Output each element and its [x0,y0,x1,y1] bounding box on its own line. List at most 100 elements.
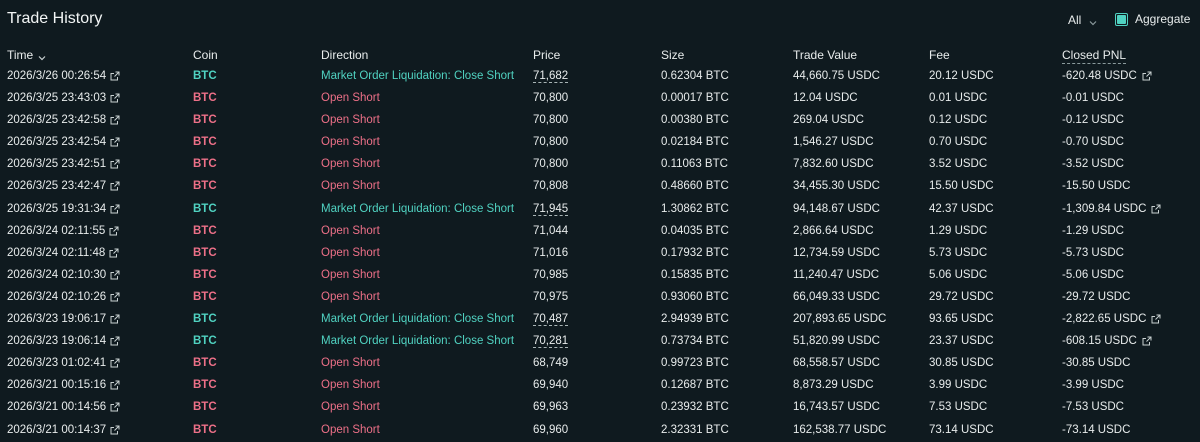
panel-header: Trade History All Aggregate [0,0,1200,40]
trade-time-cell: 2026/3/21 00:14:56 [7,401,120,413]
trade-value: 1,546.27 USDC [793,136,874,149]
trade-direction: Open Short [321,158,380,171]
trade-time-cell: 2026/3/21 00:14:37 [7,424,120,436]
trade-price: 69,940 [533,379,569,392]
trade-time-cell: 2026/3/25 23:42:54 [7,136,120,148]
coin-symbol[interactable]: BTC [193,224,217,237]
external-link-icon[interactable] [110,137,120,147]
coin-symbol[interactable]: BTC [193,92,217,105]
column-header-fee: Fee [929,48,950,62]
trade-time: 2026/3/23 01:02:41 [7,357,107,370]
trade-fee: 0.12 USDC [929,114,988,127]
trade-time-cell: 2026/3/23 19:06:17 [7,313,120,325]
closed-pnl-cell: -15.50 USDC [1062,180,1130,192]
column-header-time-label: Time [7,48,34,62]
coin-symbol[interactable]: BTC [193,401,217,414]
trade-value: 12.04 USDC [793,92,858,105]
external-link-icon[interactable] [110,71,120,81]
external-link-icon[interactable] [1142,336,1152,346]
trade-direction: Open Short [321,357,380,370]
coin-symbol[interactable]: BTC [193,202,217,215]
column-header-time[interactable]: Time [7,48,46,62]
trade-direction: Market Order Liquidation: Close Short [321,70,515,82]
external-link-icon[interactable] [109,226,119,236]
coin-symbol[interactable]: BTC [193,313,217,326]
coin-symbol[interactable]: BTC [193,114,217,127]
closed-pnl: -5.73 USDC [1062,246,1124,259]
trade-fee: 73.14 USDC [929,423,994,436]
trade-price[interactable]: 71,682 [533,70,569,83]
chevron-down-icon [1089,16,1097,26]
external-link-icon[interactable] [110,380,120,390]
trade-time: 2026/3/21 00:14:37 [7,423,107,436]
trade-direction: Open Short [321,180,380,193]
trade-fee: 7.53 USDC [929,401,988,414]
trade-price[interactable]: 70,281 [533,335,569,349]
closed-pnl-cell: -7.53 USDC [1062,401,1124,413]
external-link-icon[interactable] [1142,71,1152,81]
coin-symbol[interactable]: BTC [193,357,217,370]
trade-price[interactable]: 70,487 [533,313,569,327]
trade-price: 68,749 [533,357,569,370]
external-link-icon[interactable] [110,181,120,191]
coin-symbol[interactable]: BTC [193,136,217,149]
external-link-icon[interactable] [110,270,120,280]
trade-direction: Open Short [321,136,380,149]
external-link-icon[interactable] [1151,314,1161,324]
trade-price: 70,800 [533,158,569,171]
trade-time-cell: 2026/3/25 23:42:58 [7,114,120,126]
external-link-icon[interactable] [110,204,120,214]
external-link-icon[interactable] [110,336,120,346]
table-row: 2026/3/23 01:02:41 BTC Open Short 68,749 0.9… [0,353,1200,375]
coin-symbol[interactable]: BTC [193,246,217,259]
trade-time-cell: 2026/3/25 23:43:03 [7,92,120,104]
external-link-icon[interactable] [110,115,120,125]
table-row: 2026/3/25 23:42:47 BTC Open Short 70,808 0.4… [0,176,1200,198]
closed-pnl: -1.29 USDC [1062,224,1124,237]
trade-fee: 1.29 USDC [929,224,988,237]
trade-price[interactable]: 71,945 [533,202,569,216]
trade-time-cell: 2026/3/25 23:42:47 [7,180,120,192]
trade-fee: 0.70 USDC [929,136,988,149]
trade-time-cell: 2026/3/23 19:06:14 [7,335,120,347]
coin-symbol[interactable]: BTC [193,335,217,348]
trade-time: 2026/3/21 00:14:56 [7,401,107,414]
coin-symbol[interactable]: BTC [193,290,217,303]
closed-pnl-cell: -73.14 USDC [1062,424,1130,436]
external-link-icon[interactable] [1151,204,1161,214]
trade-direction: Open Short [321,114,380,127]
table-row: 2026/3/21 00:14:56 BTC Open Short 69,963 0.2… [0,397,1200,419]
trade-size: 0.04035 BTC [661,224,729,237]
coin-symbol[interactable]: BTC [193,379,217,392]
external-link-icon[interactable] [110,93,120,103]
aggregate-checkbox[interactable] [1115,12,1128,26]
external-link-icon[interactable] [110,159,120,169]
coin-symbol[interactable]: BTC [193,158,217,171]
filter-dropdown[interactable]: All [1068,13,1097,27]
aggregate-toggle[interactable]: Aggregate [1115,12,1190,26]
trade-value: 44,660.75 USDC [793,70,880,82]
trade-size: 0.00017 BTC [661,92,729,105]
closed-pnl: -1,309.84 USDC [1062,202,1147,215]
external-link-icon[interactable] [110,314,120,324]
trade-price: 71,044 [533,224,569,237]
closed-pnl-cell: -5.73 USDC [1062,247,1124,259]
coin-symbol[interactable]: BTC [193,70,217,82]
trade-fee: 0.01 USDC [929,92,988,105]
trade-time: 2026/3/25 23:42:47 [7,180,107,193]
external-link-icon[interactable] [110,402,120,412]
external-link-icon[interactable] [110,358,120,368]
coin-symbol[interactable]: BTC [193,423,217,436]
closed-pnl-cell: -1.29 USDC [1062,225,1124,237]
column-header-closed-pnl[interactable]: Closed PNL [1062,48,1127,64]
coin-symbol[interactable]: BTC [193,268,217,281]
trade-fee: 15.50 USDC [929,180,994,193]
trade-time-cell: 2026/3/24 02:11:55 [7,225,119,237]
external-link-icon[interactable] [110,425,120,435]
external-link-icon[interactable] [110,292,120,302]
external-link-icon[interactable] [109,248,119,258]
closed-pnl-cell: -3.99 USDC [1062,379,1124,391]
trade-time-cell: 2026/3/24 02:11:48 [7,247,119,259]
coin-symbol[interactable]: BTC [193,180,217,193]
column-header-coin: Coin [193,48,218,62]
